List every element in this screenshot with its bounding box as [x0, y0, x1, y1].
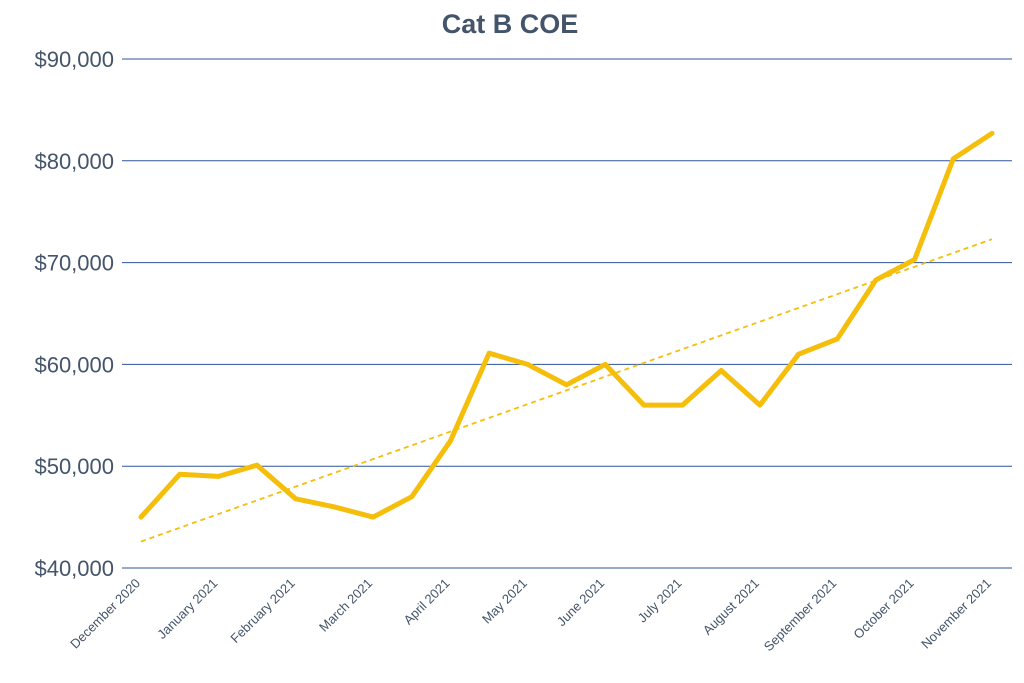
- trend-line: [140, 238, 993, 543]
- chart-title: Cat B COE: [442, 9, 579, 39]
- series-line-cat-b-coe: [138, 130, 995, 520]
- x-tick-label: September 2021: [761, 576, 840, 655]
- x-tick-label: May 2021: [479, 576, 530, 627]
- x-tick-label: January 2021: [154, 576, 220, 642]
- y-tick-label: $50,000: [34, 454, 114, 479]
- y-tick-label: $80,000: [34, 149, 114, 174]
- x-tick-label: November 2021: [918, 576, 994, 652]
- y-tick-label: $40,000: [34, 556, 114, 581]
- y-tick-label: $60,000: [34, 352, 114, 377]
- y-tick-label: $70,000: [34, 251, 114, 276]
- x-tick-label: August 2021: [700, 576, 762, 638]
- y-axis-ticks: $40,000 $50,000 $60,000 $70,000 $80,000 $90,0…: [34, 47, 114, 581]
- x-tick-label: March 2021: [316, 576, 375, 635]
- x-tick-label: June 2021: [554, 576, 608, 630]
- x-axis-ticks: December 2020 January 2021 February 2021 Ma…: [67, 576, 994, 655]
- grid-layer: [122, 58, 1012, 569]
- x-tick-label: February 2021: [227, 576, 297, 646]
- x-tick-label: April 2021: [401, 576, 453, 628]
- x-tick-label: December 2020: [67, 576, 143, 652]
- y-tick-label: $90,000: [34, 47, 114, 72]
- x-tick-label: October 2021: [850, 576, 916, 642]
- x-tick-label: July 2021: [635, 576, 685, 626]
